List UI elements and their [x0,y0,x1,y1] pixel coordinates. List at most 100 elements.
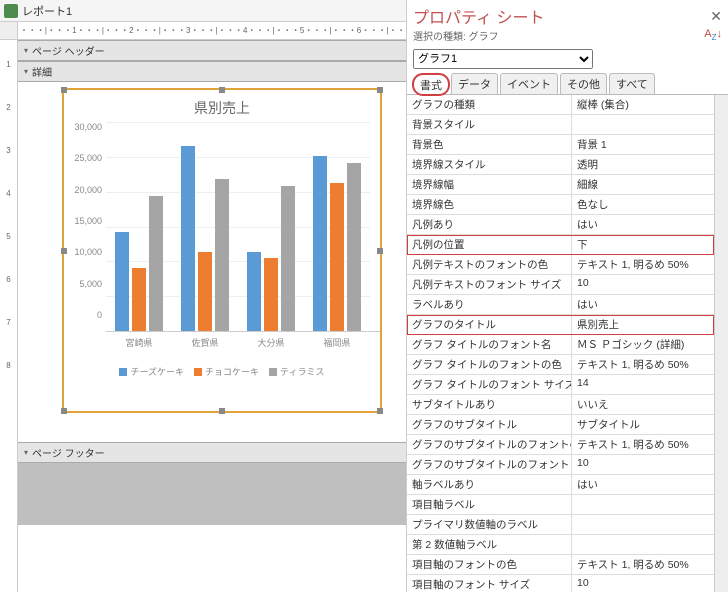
report-title: レポート1 [22,3,72,19]
property-tab[interactable]: 書式 [413,74,449,95]
property-row[interactable]: グラフ タイトルのフォントの色テキスト 1, 明るめ 50% [407,355,714,375]
property-row[interactable]: 凡例ありはい [407,215,714,235]
property-row[interactable]: 背景スタイル [407,115,714,135]
legend-item: ティラミス [269,365,324,378]
x-axis-labels: 宮崎県佐賀県大分県福岡県 [106,332,370,349]
property-value[interactable]: 細線 [572,175,714,194]
resize-handle[interactable] [61,87,67,93]
property-row[interactable]: 項目軸のフォントの色テキスト 1, 明るめ 50% [407,555,714,575]
property-row[interactable]: 凡例テキストのフォント サイズ10 [407,275,714,295]
object-selector[interactable]: グラフ1 [413,49,722,69]
property-label: グラフ タイトルのフォント名 [407,335,572,354]
horizontal-ruler[interactable]: ・・・|・・・1・・・|・・・2・・・|・・・3・・・|・・・4・・・|・・・5… [18,22,406,40]
bar [330,183,344,332]
legend-label: チョコケーキ [205,365,259,378]
property-value[interactable]: テキスト 1, 明るめ 50% [572,255,714,274]
property-row[interactable]: 凡例の位置下 [407,235,714,255]
property-row[interactable]: グラフ タイトルのフォント名ＭＳ Ｐゴシック (詳細) [407,335,714,355]
property-value[interactable] [572,515,714,534]
report-canvas[interactable]: ページ ヘッダー 詳細 県別売上 30,00025,000 [18,40,406,592]
property-value[interactable]: 14 [572,375,714,394]
property-row[interactable]: 項目軸のフォント サイズ10 [407,575,714,592]
bar [247,252,261,331]
property-tab[interactable]: データ [451,73,498,94]
property-label: 境界線幅 [407,175,572,194]
property-row[interactable]: グラフのサブタイトルのフォントの色テキスト 1, 明るめ 50% [407,435,714,455]
property-row[interactable]: 第 2 数値軸ラベル [407,535,714,555]
report-designer: レポート1 ・・・|・・・1・・・|・・・2・・・|・・・3・・・|・・・4・・… [0,0,407,592]
property-row[interactable]: グラフの種類縦棒 (集合) [407,95,714,115]
property-value[interactable]: 背景 1 [572,135,714,154]
property-value[interactable]: サブタイトル [572,415,714,434]
property-tab[interactable]: イベント [500,73,558,94]
property-row[interactable]: 背景色背景 1 [407,135,714,155]
property-value[interactable]: いいえ [572,395,714,414]
property-label: 凡例の位置 [407,235,572,254]
detail-body[interactable]: 県別売上 30,00025,00020,00015,00010,0005,000… [18,82,406,442]
property-value[interactable]: テキスト 1, 明るめ 50% [572,435,714,454]
property-value[interactable]: 透明 [572,155,714,174]
property-row[interactable]: サブタイトルありいいえ [407,395,714,415]
x-label: 宮崎県 [125,336,152,349]
property-grid[interactable]: グラフの種類縦棒 (集合)背景スタイル背景色背景 1境界線スタイル透明境界線幅細… [407,95,714,592]
property-value[interactable]: 県別売上 [572,315,714,334]
property-tab[interactable]: その他 [560,73,607,94]
property-row[interactable]: 軸ラベルありはい [407,475,714,495]
property-value[interactable] [572,535,714,554]
resize-handle[interactable] [219,87,225,93]
section-detail[interactable]: 詳細 [18,61,406,82]
property-title: プロパティ シート [413,4,545,28]
property-value[interactable]: 下 [572,235,714,254]
property-row[interactable]: グラフ タイトルのフォント サイズ14 [407,375,714,395]
property-row[interactable]: グラフのサブタイトルサブタイトル [407,415,714,435]
section-page-header[interactable]: ページ ヘッダー [18,40,406,61]
scrollbar[interactable] [714,95,728,592]
property-row[interactable]: グラフのタイトル県別売上 [407,315,714,335]
property-value[interactable]: 色なし [572,195,714,214]
legend-item: チョコケーキ [194,365,259,378]
property-label: 凡例テキストのフォントの色 [407,255,572,274]
property-label: 項目軸のフォント サイズ [407,575,572,592]
property-row[interactable]: プライマリ数値軸のラベル [407,515,714,535]
property-row[interactable]: 凡例テキストのフォントの色テキスト 1, 明るめ 50% [407,255,714,275]
property-label: 項目軸ラベル [407,495,572,514]
property-value[interactable]: テキスト 1, 明るめ 50% [572,355,714,374]
section-page-footer[interactable]: ページ フッター [18,442,406,463]
chart-object[interactable]: 県別売上 30,00025,00020,00015,00010,0005,000… [62,88,382,413]
footer-body[interactable] [18,463,406,525]
property-value[interactable]: はい [572,295,714,314]
property-value[interactable]: 10 [572,455,714,474]
property-value[interactable]: はい [572,475,714,494]
resize-handle[interactable] [377,87,383,93]
vertical-ruler[interactable]: 12345678 [0,40,18,592]
bar [132,268,146,331]
property-row[interactable]: 境界線色色なし [407,195,714,215]
legend-item: チーズケーキ [119,365,184,378]
sort-icon[interactable]: AZ↓ [704,28,722,42]
property-value[interactable]: はい [572,215,714,234]
property-tab[interactable]: すべて [609,73,655,94]
property-row[interactable]: グラフのサブタイトルのフォント サイズ10 [407,455,714,475]
property-value[interactable]: 縦棒 (集合) [572,95,714,114]
property-value[interactable] [572,495,714,514]
resize-handle[interactable] [219,408,225,414]
close-icon[interactable]: ✕ [710,8,722,25]
property-row[interactable]: 項目軸ラベル [407,495,714,515]
property-value[interactable]: ＭＳ Ｐゴシック (詳細) [572,335,714,354]
property-value[interactable]: 10 [572,275,714,294]
chart-legend: チーズケーキ チョコケーキティラミス [64,365,380,378]
property-label: グラフのサブタイトルのフォントの色 [407,435,572,454]
property-row[interactable]: 境界線幅細線 [407,175,714,195]
resize-handle[interactable] [61,248,67,254]
object-select[interactable]: グラフ1 [413,49,593,69]
x-label: 大分県 [257,336,284,349]
property-value[interactable]: 10 [572,575,714,592]
ruler-corner[interactable] [0,22,18,40]
property-value[interactable] [572,115,714,134]
property-row[interactable]: 境界線スタイル透明 [407,155,714,175]
y-axis: 30,00025,00020,00015,00010,0005,0000 [64,122,106,332]
resize-handle[interactable] [377,408,383,414]
property-row[interactable]: ラベルありはい [407,295,714,315]
resize-handle[interactable] [61,408,67,414]
property-value[interactable]: テキスト 1, 明るめ 50% [572,555,714,574]
